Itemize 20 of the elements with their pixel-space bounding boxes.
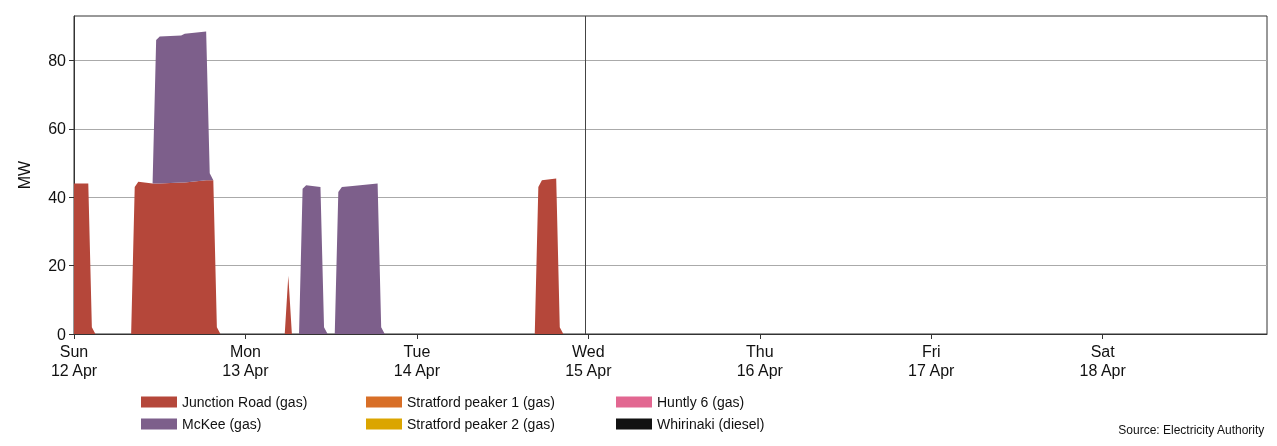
x-tick-label: Fri 17 Apr [908,343,956,379]
y-tick-label: 20 [48,257,67,275]
x-tick-label: Wed 15 Apr [565,343,613,379]
legend-label: Stratford peaker 1 (gas) [407,394,555,410]
legend-label: Huntly 6 (gas) [657,394,745,410]
legend-label: McKee (gas) [182,416,262,432]
x-tick-label: Thu 16 Apr [736,343,784,379]
x-tick-label: Tue 14 Apr [393,343,441,379]
y-tick-label: 60 [48,120,67,138]
y-tick-label: 40 [48,188,67,206]
x-tick-label: Mon 13 Apr [222,343,270,379]
y-tick-label: 0 [57,325,67,343]
x-tick-label: Sun 12 Apr [50,343,98,379]
legend-label: Stratford peaker 2 (gas) [407,416,555,432]
x-tick-label: Sat 18 Apr [1079,343,1127,379]
y-axis-title: MW [15,159,33,190]
legend-label: Whirinaki (diesel) [657,416,765,432]
legend-label: Junction Road (gas) [182,394,308,410]
source-note: Source: Electricity Authority [1118,423,1265,437]
y-tick-label: 80 [48,51,67,69]
